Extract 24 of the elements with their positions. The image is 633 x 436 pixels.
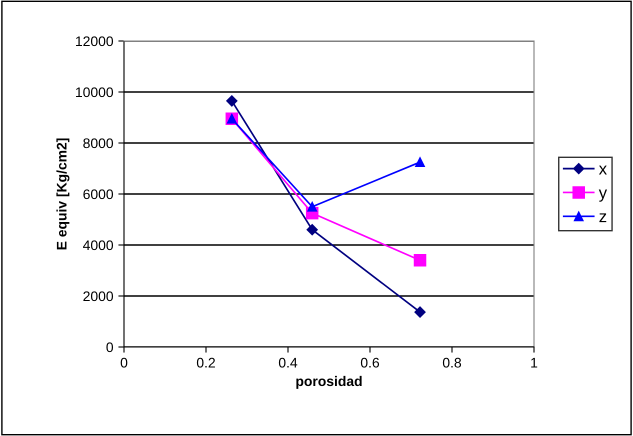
point — [306, 224, 318, 236]
x-tick-label: 0.4 — [278, 358, 298, 368]
x-tick-label: 0.6 — [360, 358, 380, 368]
y-axis-title: E equiv [Kg/cm2] — [56, 138, 70, 250]
point — [414, 254, 426, 267]
y-tick-label: 6000 — [83, 189, 114, 200]
y-tick-label: 0 — [106, 342, 114, 352]
y-tick-label: 8000 — [83, 138, 114, 148]
x-axis-title: porosidad — [296, 376, 362, 389]
x-tick-label: 0.8 — [442, 358, 462, 368]
y-tick-label: 4000 — [83, 240, 114, 250]
point — [226, 95, 238, 107]
y-tick-label: 12000 — [76, 36, 114, 46]
y-tick-label: 10000 — [76, 87, 114, 98]
legend-label: y — [598, 190, 608, 202]
y-tick-label: 2000 — [83, 291, 114, 302]
legend-label: x — [598, 166, 607, 174]
point — [414, 306, 426, 318]
point — [415, 157, 425, 167]
x-tick-label: 0.2 — [196, 358, 215, 368]
x-tick-label: 1 — [531, 358, 538, 368]
legend-label: z — [599, 213, 606, 222]
point — [307, 202, 318, 212]
x-tick-label: 0 — [120, 358, 128, 368]
